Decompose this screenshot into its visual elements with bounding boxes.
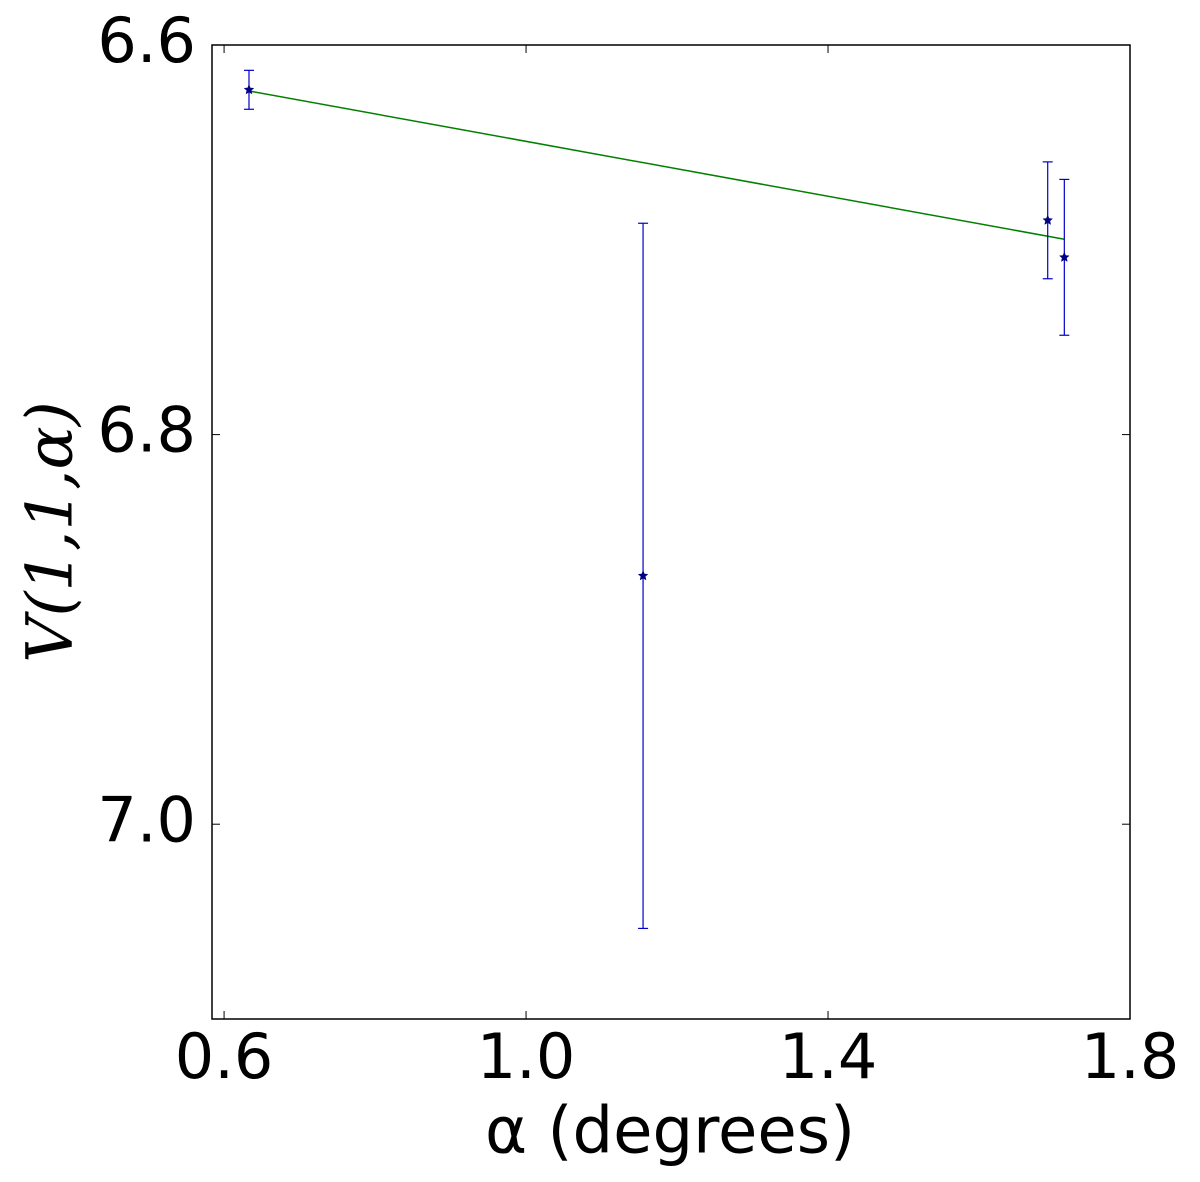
x-axis-label: α (degrees) [485,1095,855,1169]
point [1042,214,1054,225]
point [1058,251,1070,262]
y-tick-label: 6.8 [97,394,196,467]
y-tick-label: 6.6 [97,4,196,77]
plot-frame [211,44,1131,1020]
fit-line [248,90,1065,240]
x-tick-label: 1.8 [1081,1020,1180,1093]
x-tick-label: 1.0 [477,1020,576,1093]
y-tick-label: 7.0 [97,783,196,856]
x-tick-label: 1.4 [779,1020,878,1093]
y-axis-label: V(1,1,α) [14,401,88,663]
point [637,570,649,581]
point [243,84,255,95]
x-tick-label: 0.6 [175,1020,274,1093]
